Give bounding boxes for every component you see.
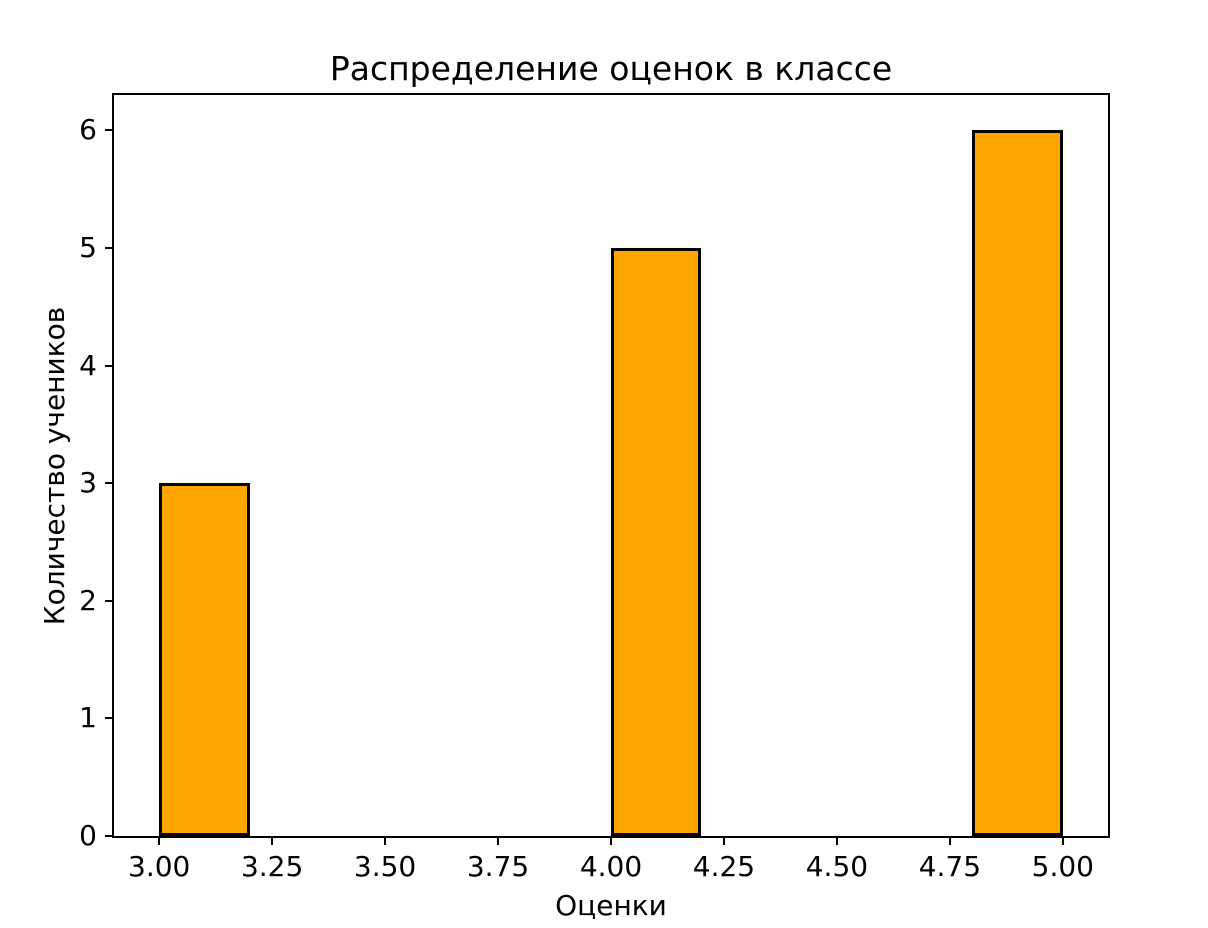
x-tick-label: 3.00 <box>128 850 191 883</box>
x-tick-label: 3.75 <box>466 850 530 883</box>
y-tick-mark <box>105 835 114 837</box>
x-axis-label: Оценки <box>555 889 667 922</box>
y-tick-mark <box>105 599 114 602</box>
x-tick-label: 4.00 <box>579 850 643 883</box>
y-tick-mark <box>105 482 114 485</box>
y-tick-label: 5 <box>79 230 97 264</box>
histogram-bar <box>972 130 1063 836</box>
x-tick-label: 3.50 <box>353 850 417 883</box>
x-tick-mark <box>158 836 161 845</box>
x-tick-mark <box>1061 836 1064 845</box>
x-tick-label: 3.25 <box>240 850 304 883</box>
x-tick-mark <box>271 836 274 845</box>
x-tick-label: 4.75 <box>918 850 982 883</box>
x-tick-label: 4.25 <box>692 850 756 883</box>
x-tick-mark <box>722 836 725 845</box>
histogram-bar <box>159 483 250 836</box>
x-tick-mark <box>610 836 612 845</box>
y-tick-label: 1 <box>79 701 97 735</box>
y-tick-label: 4 <box>79 348 97 382</box>
y-axis-label: Количество учеников <box>38 306 71 626</box>
y-tick-mark <box>105 364 114 367</box>
y-tick-mark <box>105 717 114 720</box>
y-tick-label: 6 <box>79 113 97 147</box>
chart-title: Распределение оценок в классе <box>329 49 893 88</box>
x-tick-mark <box>835 836 838 845</box>
x-tick-label: 4.50 <box>805 850 869 883</box>
histogram-bar <box>611 247 702 836</box>
y-tick-label: 3 <box>79 466 97 500</box>
y-tick-mark <box>105 129 114 132</box>
x-tick-mark <box>497 836 500 845</box>
x-tick-label: 5.00 <box>1031 850 1094 883</box>
y-tick-label: 0 <box>79 819 97 852</box>
x-tick-mark <box>384 836 387 845</box>
y-tick-label: 2 <box>79 583 97 617</box>
y-tick-mark <box>105 246 114 249</box>
x-tick-mark <box>948 836 951 845</box>
